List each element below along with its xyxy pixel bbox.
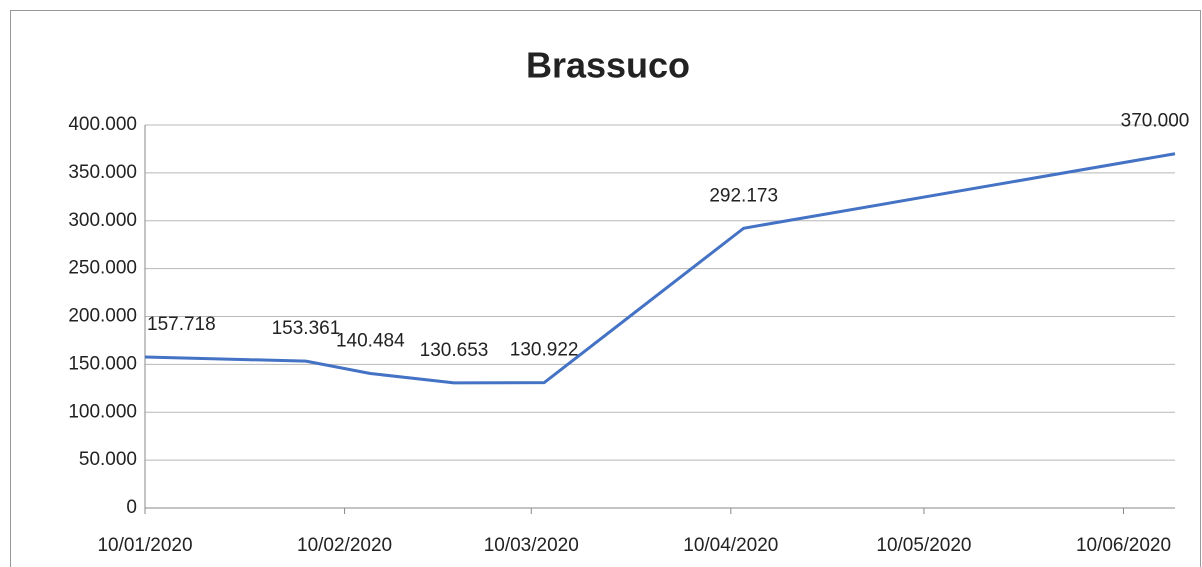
data-label: 130.653: [420, 340, 489, 361]
y-tick-label: 300.000: [68, 210, 137, 231]
y-tick-label: 400.000: [68, 114, 137, 135]
data-label: 153.361: [272, 318, 341, 339]
x-tick-label: 10/04/2020: [683, 535, 778, 556]
line-series: [144, 152, 1176, 385]
x-tick-label: 10/05/2020: [876, 535, 971, 556]
y-tick-label: 250.000: [68, 258, 137, 279]
y-tick-label: 350.000: [68, 162, 137, 183]
chart-frame: [10, 10, 1201, 567]
data-label: 292.173: [709, 185, 778, 206]
y-tick-label: 100.000: [68, 401, 137, 422]
y-tick-label: 150.000: [68, 353, 137, 374]
data-label: 370.000: [1121, 111, 1190, 132]
y-tick-label: 0: [126, 497, 137, 518]
data-label: 140.484: [336, 331, 405, 352]
x-tick-label: 10/06/2020: [1076, 535, 1171, 556]
y-tick-label: 200.000: [68, 306, 137, 327]
y-tick-label: 50.000: [79, 449, 137, 470]
data-label: 130.922: [510, 340, 579, 361]
data-label: 157.718: [147, 314, 216, 335]
chart-title: Brassuco: [526, 45, 690, 86]
x-tick-label: 10/01/2020: [97, 535, 192, 556]
x-tick-label: 10/03/2020: [484, 535, 579, 556]
x-tick-label: 10/02/2020: [297, 535, 392, 556]
